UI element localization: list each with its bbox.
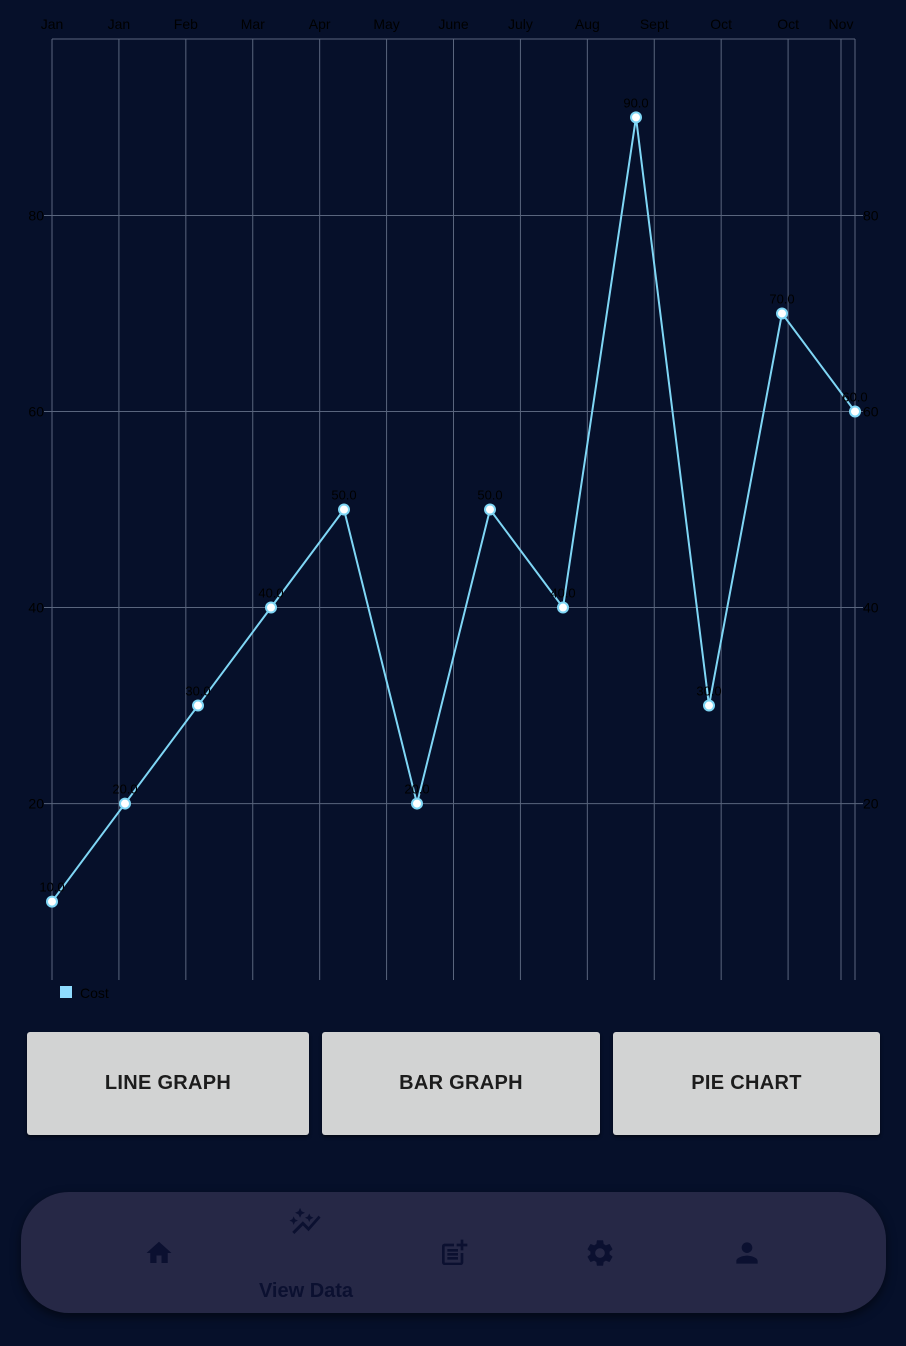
y-tick-label-left: 20 [28, 796, 44, 812]
y-tick-label-right: 40 [863, 600, 879, 616]
data-point [557, 601, 569, 614]
data-label: 40.0 [258, 586, 283, 601]
nav-view-data-label: View Data [258, 1280, 354, 1302]
y-tick-label-left: 60 [28, 403, 44, 419]
data-label: 90.0 [623, 95, 648, 110]
gear-icon [587, 1240, 613, 1266]
data-label: 70.0 [769, 291, 794, 306]
y-tick-label-left: 40 [28, 600, 44, 616]
person-icon [736, 1242, 758, 1264]
line-graph-button[interactable]: LINE GRAPH [27, 1032, 309, 1135]
data-point [776, 307, 788, 320]
data-point [192, 699, 204, 712]
data-label: 20.0 [112, 782, 137, 797]
y-tick-label-right: 20 [863, 796, 879, 812]
x-tick-label: July [508, 16, 533, 32]
legend-swatch-cost [60, 986, 72, 998]
data-label: 50.0 [477, 488, 502, 503]
x-tick-label: June [438, 16, 469, 32]
x-tick-label: Nov [829, 16, 854, 32]
x-tick-label: Feb [174, 16, 198, 32]
data-point [119, 797, 131, 810]
data-label: 20.0 [404, 782, 429, 797]
data-label: 50.0 [331, 488, 356, 503]
data-label: 40.0 [550, 586, 575, 601]
series-line-cost [51, 117, 856, 903]
data-point [630, 111, 642, 124]
data-point [484, 503, 496, 516]
nav-view-data[interactable] [285, 1204, 325, 1240]
nav-home[interactable] [139, 1236, 179, 1270]
data-label: 30.0 [696, 684, 721, 699]
x-tick-label: Aug [575, 16, 600, 32]
x-tick-label: May [373, 16, 399, 32]
y-tick-label-right: 60 [863, 403, 879, 419]
x-tick-label: Jan [41, 16, 64, 32]
data-point [338, 503, 350, 516]
data-point [849, 405, 861, 418]
x-tick-label: Oct [777, 16, 799, 32]
data-label: 30.0 [185, 684, 210, 699]
nav-profile[interactable] [728, 1236, 766, 1270]
legend-label-cost: Cost [80, 985, 109, 1001]
data-point [46, 895, 58, 908]
home-icon [146, 1241, 172, 1263]
data-label: 60.0 [842, 389, 867, 404]
data-point [703, 699, 715, 712]
pie-chart-button[interactable]: PIE CHART [613, 1032, 880, 1135]
x-tick-label: Jan [108, 16, 131, 32]
y-tick-label-right: 80 [863, 207, 879, 223]
x-tick-label: Sept [640, 16, 669, 32]
auto-graph-icon [289, 1207, 321, 1235]
bar-graph-button[interactable]: BAR GRAPH [322, 1032, 600, 1135]
x-tick-label: Oct [710, 16, 732, 32]
data-point [265, 601, 277, 614]
nav-add-entry[interactable] [434, 1236, 474, 1270]
line-chart: 20 20 40 40 60 60 80 80 Jan Jan Feb Mar Apr May June Ju… [28, 16, 879, 1001]
bottom-navigation-bar: View Data [21, 1192, 886, 1313]
nav-settings[interactable] [581, 1236, 619, 1270]
x-tick-label: Apr [309, 16, 331, 32]
data-point [411, 797, 423, 810]
y-tick-label-left: 80 [28, 207, 44, 223]
x-tick-label: Mar [241, 16, 265, 32]
post-add-icon [442, 1239, 468, 1265]
data-label: 10.0 [39, 880, 64, 895]
